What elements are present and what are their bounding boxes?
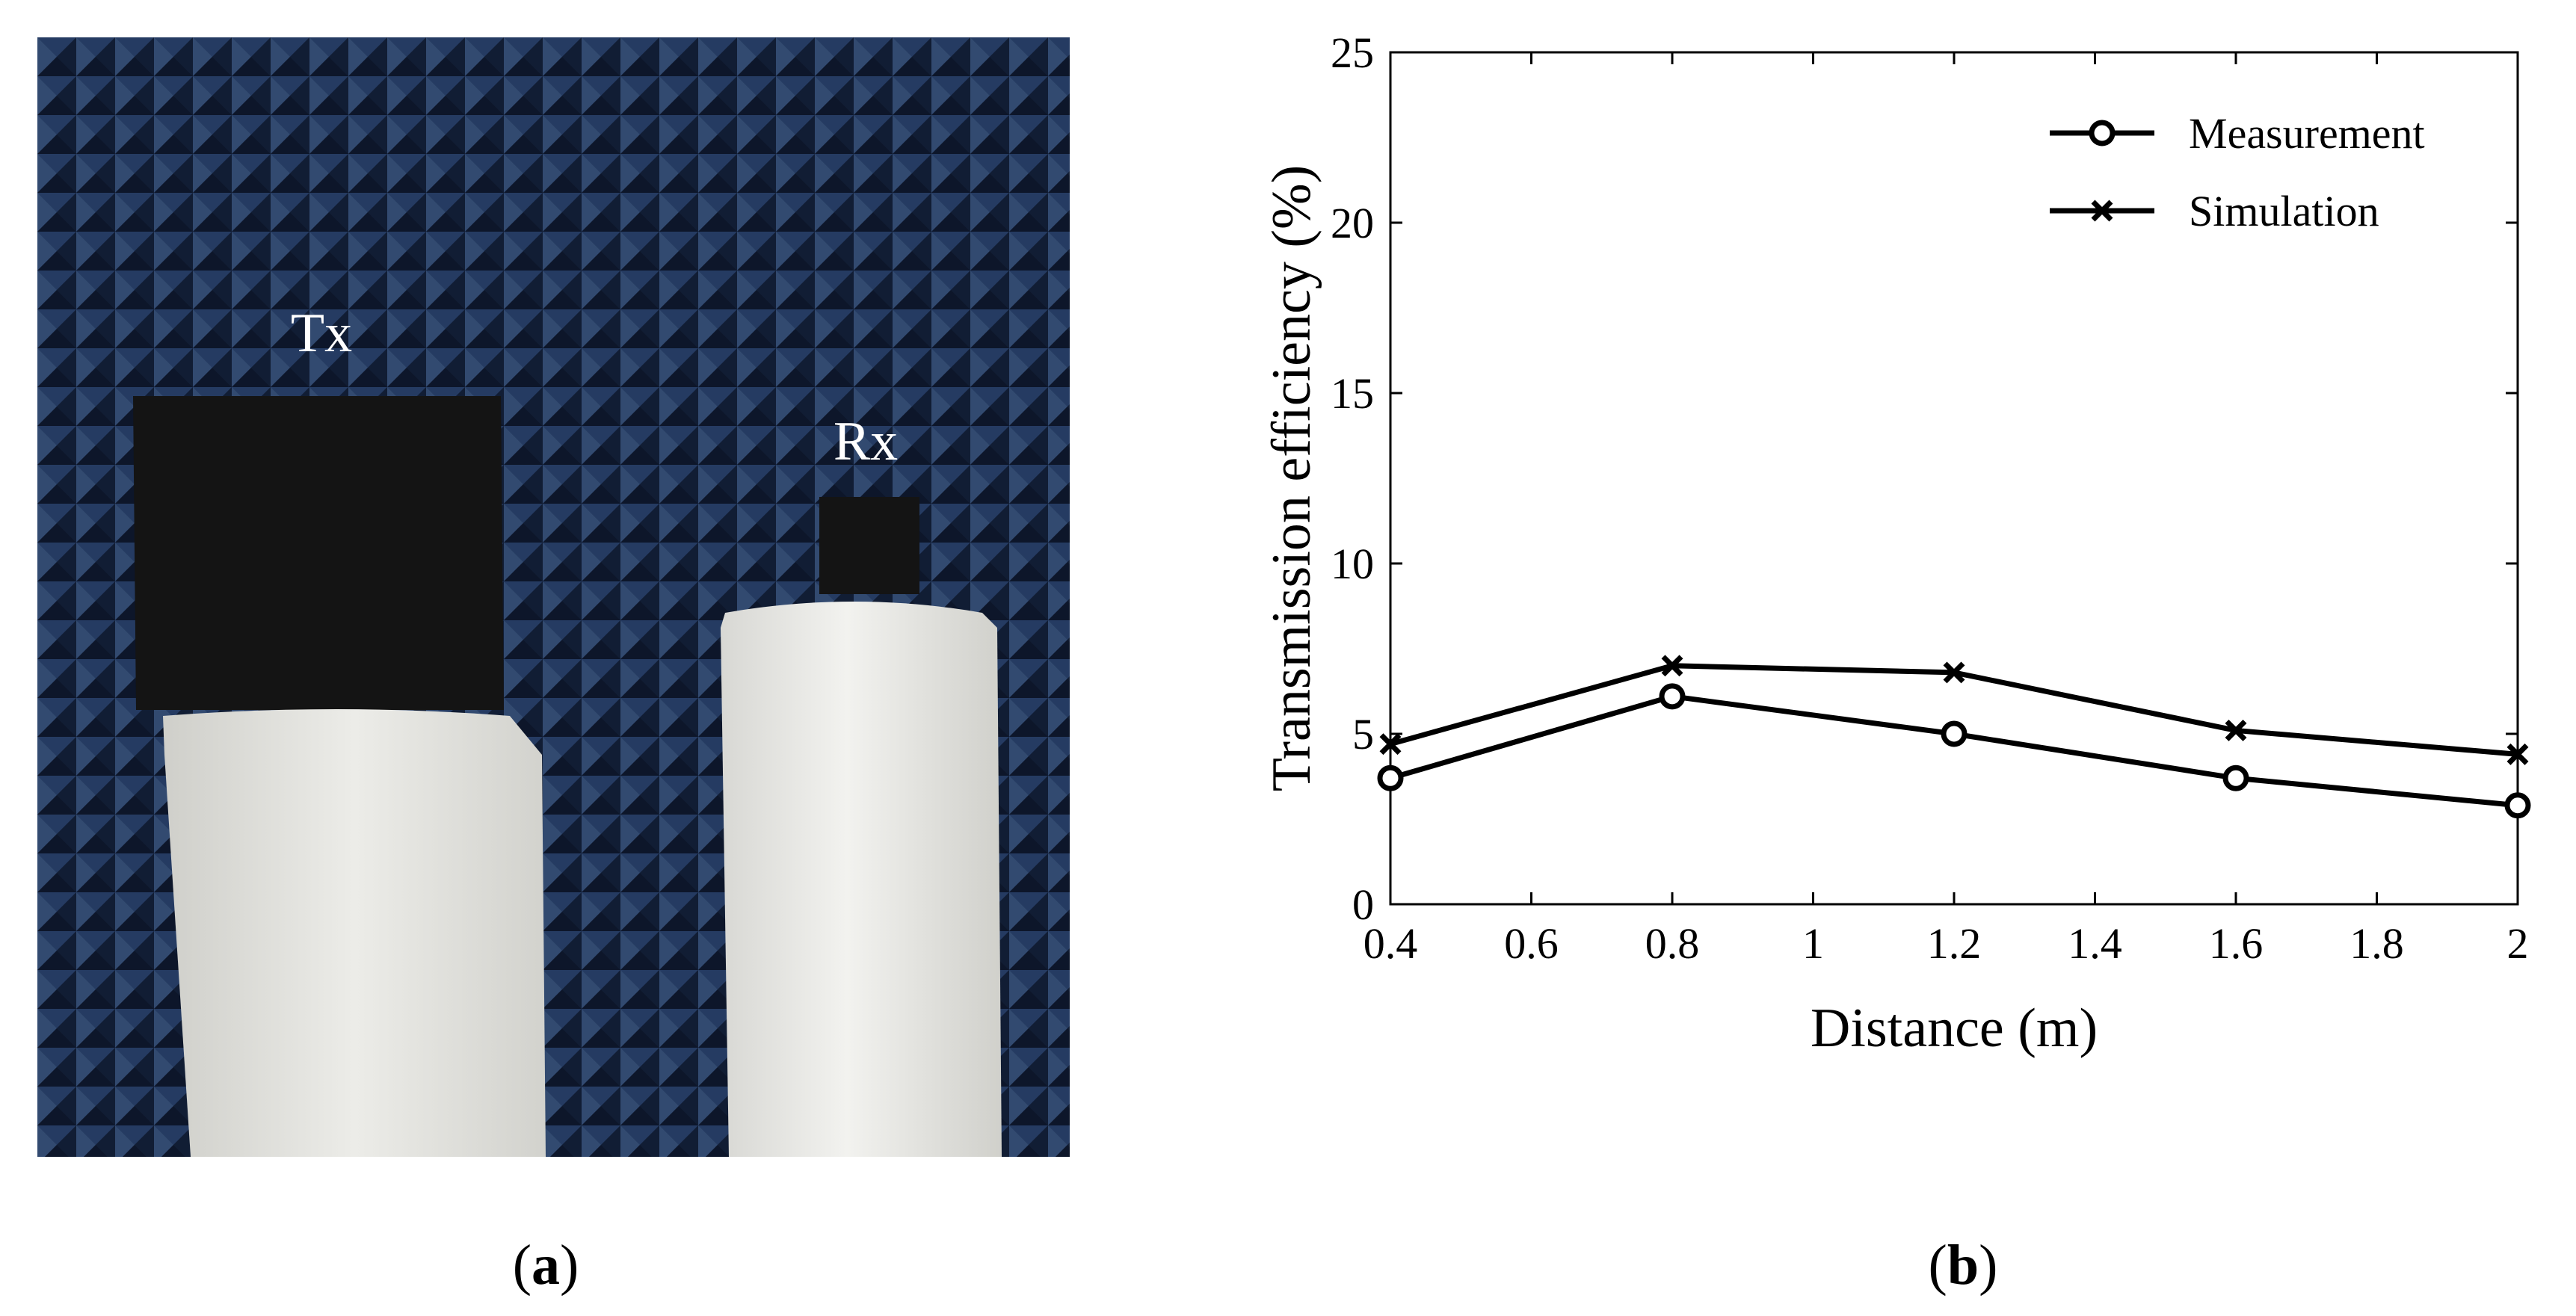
- rx-antenna: [819, 497, 919, 594]
- legend-marker-measurement: [2089, 120, 2116, 146]
- data-point-simulation: [1943, 661, 1965, 684]
- caption-b-close: ): [1979, 1234, 1998, 1297]
- rx-label: Rx: [833, 411, 898, 472]
- y-tick-label: 15: [1331, 369, 1374, 418]
- data-point-measurement: [1941, 720, 1968, 747]
- legend-item-measurement: Measurement: [2050, 109, 2425, 158]
- x-tick-label: 2: [2507, 919, 2529, 968]
- data-point-simulation: [1661, 655, 1683, 677]
- caption-a-open: (: [512, 1234, 531, 1297]
- chamber-photo: Tx Rx: [37, 37, 1070, 1157]
- caption-a-letter: a: [531, 1234, 560, 1297]
- tx-antenna: [133, 396, 504, 710]
- legend: Measurement Simulation: [2050, 109, 2425, 235]
- y-tick-label: 0: [1352, 880, 1374, 929]
- series-line-measurement: [1390, 693, 2518, 809]
- x-tick-label: 1.6: [2209, 919, 2264, 968]
- data-point-simulation: [1379, 733, 1402, 756]
- tx-label: Tx: [291, 303, 352, 364]
- series-measurement: [1377, 683, 2531, 819]
- data-point-measurement: [1659, 683, 1686, 710]
- x-axis-label: Distance (m): [1811, 998, 2098, 1059]
- y-tick-label: 5: [1352, 710, 1374, 759]
- rx-foam-pillar: [721, 602, 1002, 1157]
- x-tick-label: 1.2: [1927, 919, 1982, 968]
- data-point-measurement: [2504, 792, 2531, 819]
- x-tick-label: 1.4: [2068, 919, 2122, 968]
- x-tick-label: 1: [1802, 919, 1824, 968]
- series-simulation: [1379, 655, 2529, 765]
- caption-a-close: ): [560, 1234, 579, 1297]
- photo-panel: Tx Rx: [37, 37, 1070, 1157]
- caption-b-open: (: [1928, 1234, 1947, 1297]
- axes: [1389, 51, 2519, 906]
- legend-label-measurement: Measurement: [2189, 109, 2425, 158]
- y-tick-label: 25: [1331, 28, 1374, 77]
- legend-label-simulation: Simulation: [2189, 187, 2379, 235]
- x-tick-label: 0.8: [1645, 919, 1700, 968]
- data-point-simulation: [2506, 743, 2529, 765]
- plot-frame: [1389, 51, 2519, 906]
- y-axis-label: Transmission efficiency (%): [1261, 165, 1322, 792]
- data-point-measurement: [1377, 764, 1404, 791]
- caption-a: (a): [471, 1233, 620, 1298]
- legend-item-simulation: Simulation: [2050, 187, 2379, 235]
- x-tick-label: 0.6: [1504, 919, 1559, 968]
- data-point-simulation: [2225, 719, 2247, 741]
- data-point-measurement: [2222, 764, 2249, 791]
- legend-marker-simulation: [2091, 200, 2113, 222]
- x-tick-label: 1.8: [2349, 919, 2404, 968]
- chart-panel: 0.4 0.6 0.8 1 1.2 1.4 1.6 1.8 2 0 5 10 15 20 25 Measur…: [1241, 15, 2557, 1106]
- x-tick-label: 0.4: [1364, 919, 1418, 968]
- y-tick-label: 10: [1331, 540, 1374, 588]
- y-tick-label: 20: [1331, 199, 1374, 247]
- series: [1377, 655, 2531, 819]
- tx-foam-pillar: [163, 709, 546, 1157]
- caption-b-letter: b: [1947, 1234, 1979, 1297]
- caption-b: (b): [1888, 1233, 2038, 1298]
